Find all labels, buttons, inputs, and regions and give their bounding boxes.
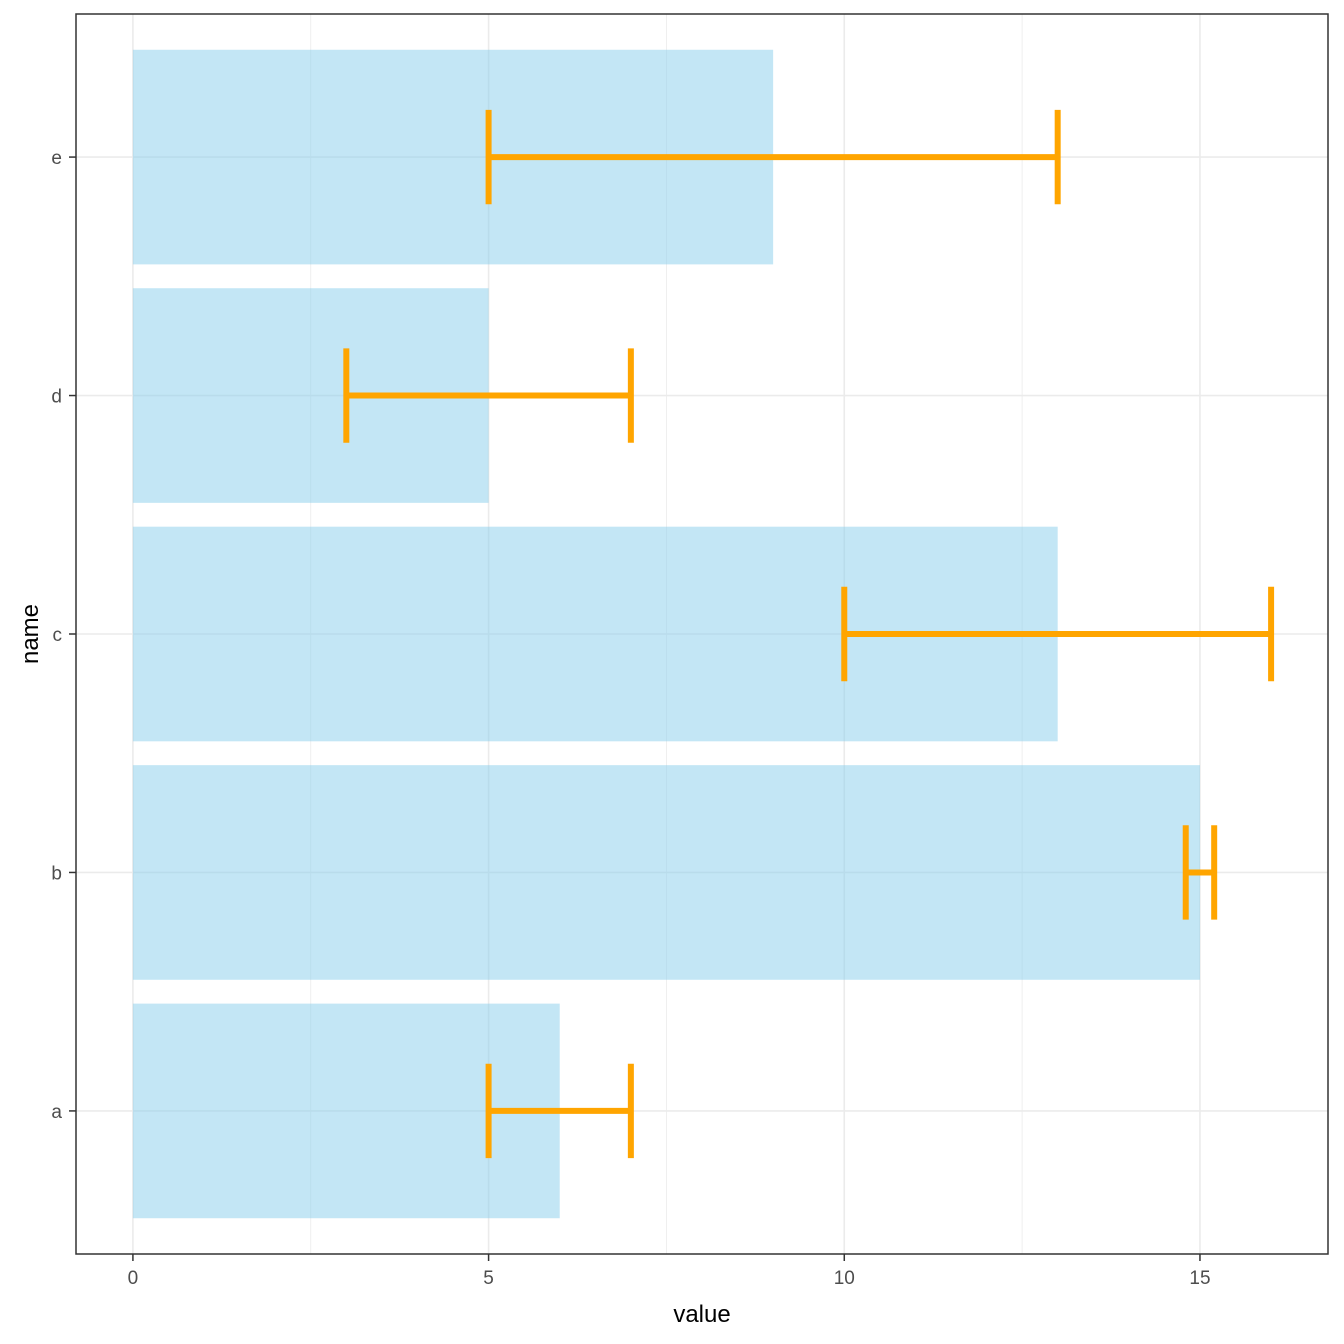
x-tick-label: 5	[483, 1268, 494, 1289]
bars	[132, 49, 1200, 1219]
error-bar-c	[841, 586, 1275, 682]
y-tick-label: d	[51, 387, 62, 408]
x-axis-title: value	[673, 1301, 730, 1328]
y-tick-label: b	[51, 863, 62, 884]
error-bars	[343, 109, 1275, 1159]
x-tick-label: 10	[834, 1268, 855, 1289]
error-bar-e	[485, 109, 1061, 205]
error-bar-b	[1182, 825, 1218, 920]
y-tick-label: c	[53, 625, 63, 646]
error-bar-a	[485, 1063, 634, 1159]
error-bar-d	[343, 348, 634, 443]
x-tick-label: 15	[1189, 1268, 1210, 1289]
y-axis-title: name	[17, 604, 44, 664]
x-tick-label: 0	[128, 1268, 139, 1289]
axes: 0 5 10 15 a b c d e	[51, 148, 1210, 1289]
bar-b	[132, 765, 1200, 980]
y-tick-label: a	[51, 1102, 62, 1123]
y-tick-label: e	[51, 148, 62, 169]
